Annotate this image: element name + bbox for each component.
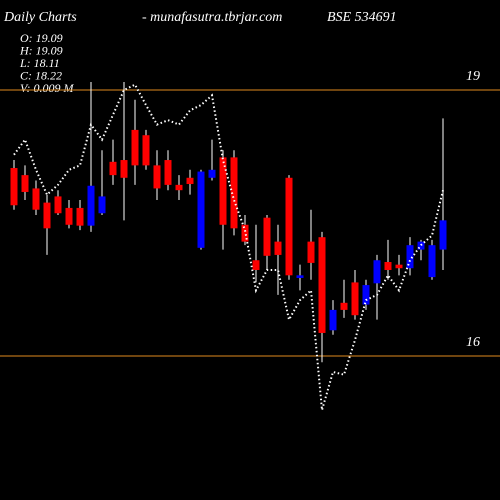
- candle-body: [120, 160, 128, 178]
- y-tick-label: 16: [466, 335, 480, 350]
- candle-body: [296, 275, 304, 278]
- candle-body: [241, 224, 249, 242]
- candle-body: [351, 282, 359, 316]
- candle-body: [395, 264, 403, 269]
- candle-body: [219, 157, 227, 225]
- candle-body: [263, 217, 271, 256]
- candle-body: [32, 188, 40, 210]
- candle-body: [153, 165, 161, 189]
- candle-body: [87, 185, 95, 226]
- candle-body: [175, 184, 183, 191]
- candle-body: [329, 309, 337, 331]
- candle-body: [10, 168, 18, 206]
- line: [13, 83, 444, 411]
- candle-body: [274, 241, 282, 255]
- candle-body: [307, 241, 315, 263]
- symbol: BSE 534691: [327, 10, 397, 25]
- candle-body: [131, 129, 139, 166]
- chart-title: Daily Charts: [3, 10, 77, 25]
- ohlcv-label: V: 0.009 M: [20, 81, 75, 95]
- candle-body: [384, 262, 392, 270]
- candle-body: [362, 285, 370, 305]
- candle-body: [43, 202, 51, 229]
- candle-body: [76, 207, 84, 226]
- y-tick-label: 19: [466, 69, 480, 84]
- candle-body: [21, 175, 29, 192]
- candle-body: [109, 161, 117, 176]
- candle-body: [406, 245, 414, 269]
- candle-body: [186, 177, 194, 184]
- candle-body: [318, 237, 326, 333]
- candle-body: [252, 260, 260, 270]
- candle-body: [439, 220, 447, 250]
- candle-body: [98, 196, 106, 214]
- candle-body: [164, 160, 172, 185]
- ohlcv-label: C: 18.22: [20, 69, 62, 83]
- ohlcv-label: H: 19.09: [19, 44, 63, 58]
- candle-body: [54, 196, 62, 214]
- candle-body: [230, 157, 238, 229]
- candle-body: [197, 171, 205, 248]
- ohlcv-label: O: 19.09: [20, 31, 63, 45]
- candle-body: [417, 241, 425, 250]
- candle-body: [340, 302, 348, 310]
- candle-body: [65, 207, 73, 225]
- chart-subtitle: - munafasutra.tbrjar.com: [142, 10, 282, 25]
- candle-body: [373, 260, 381, 284]
- candle-body: [428, 245, 436, 278]
- ohlcv-label: L: 18.11: [19, 56, 60, 70]
- candle-body: [142, 135, 150, 166]
- candle-body: [285, 177, 293, 276]
- candle-body: [208, 169, 216, 178]
